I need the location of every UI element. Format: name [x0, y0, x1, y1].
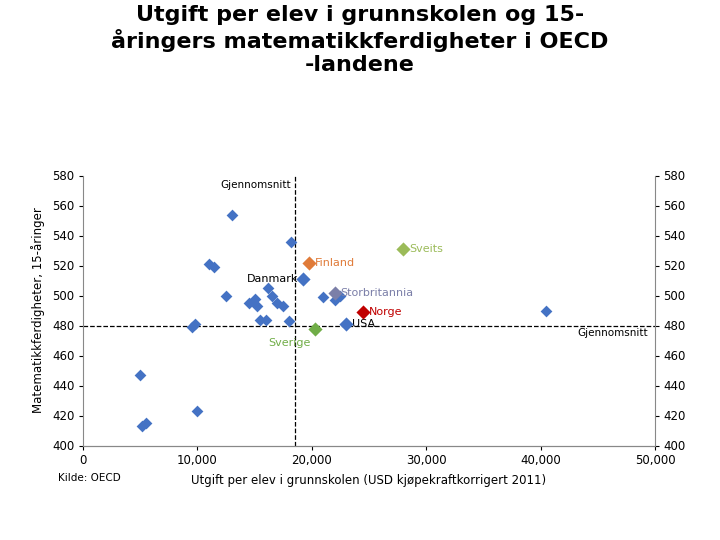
Point [186, 323, 197, 332]
Point [140, 418, 151, 427]
Point [397, 245, 409, 253]
Point [254, 315, 266, 324]
Point [341, 320, 352, 328]
Point [209, 262, 220, 271]
Text: Norge: Norge [369, 307, 402, 317]
Point [541, 306, 552, 315]
Point [297, 275, 308, 284]
Point [277, 302, 289, 310]
Text: Finland: Finland [315, 258, 355, 267]
Y-axis label: Matematikkferdigheter, 15-åringer: Matematikkferdigheter, 15-åringer [31, 207, 45, 414]
Point [137, 422, 148, 430]
Text: Danmark: Danmark [247, 274, 298, 284]
Point [203, 260, 215, 268]
Text: Storbritannia: Storbritannia [341, 287, 413, 298]
Point [249, 294, 261, 303]
Point [335, 291, 346, 300]
Point [310, 324, 321, 333]
Text: Gjennomsnitt: Gjennomsnitt [220, 180, 291, 190]
Point [263, 284, 274, 292]
Point [260, 315, 271, 324]
Point [251, 302, 263, 310]
Point [329, 296, 341, 305]
X-axis label: Utgift per elev i grunnskolen (USD kjøpekraftkorrigert 2011): Utgift per elev i grunnskolen (USD kjøpe… [192, 474, 546, 487]
Point [243, 299, 255, 307]
Text: USA: USA [352, 319, 375, 329]
Point [135, 370, 146, 379]
Point [220, 291, 232, 300]
Point [358, 308, 369, 316]
Text: Sverige: Sverige [269, 338, 310, 348]
Point [318, 293, 329, 301]
Point [285, 237, 297, 246]
Text: Sveits: Sveits [409, 244, 443, 254]
Point [329, 288, 341, 297]
Text: Utgift per elev i grunnskolen og 15-
åringers matematikkferdigheter i OECD
-land: Utgift per elev i grunnskolen og 15- åri… [112, 5, 608, 76]
Point [271, 299, 283, 307]
Point [266, 291, 277, 300]
Text: Gjennomsnitt: Gjennomsnitt [577, 328, 648, 338]
Point [283, 316, 294, 325]
Point [226, 210, 238, 219]
Text: Produktivitetskommisjonen: Produktivitetskommisjonen [547, 511, 698, 521]
Point [192, 407, 203, 415]
Point [304, 258, 315, 267]
Text: Kilde: OECD: Kilde: OECD [58, 473, 120, 483]
Point [189, 320, 201, 328]
